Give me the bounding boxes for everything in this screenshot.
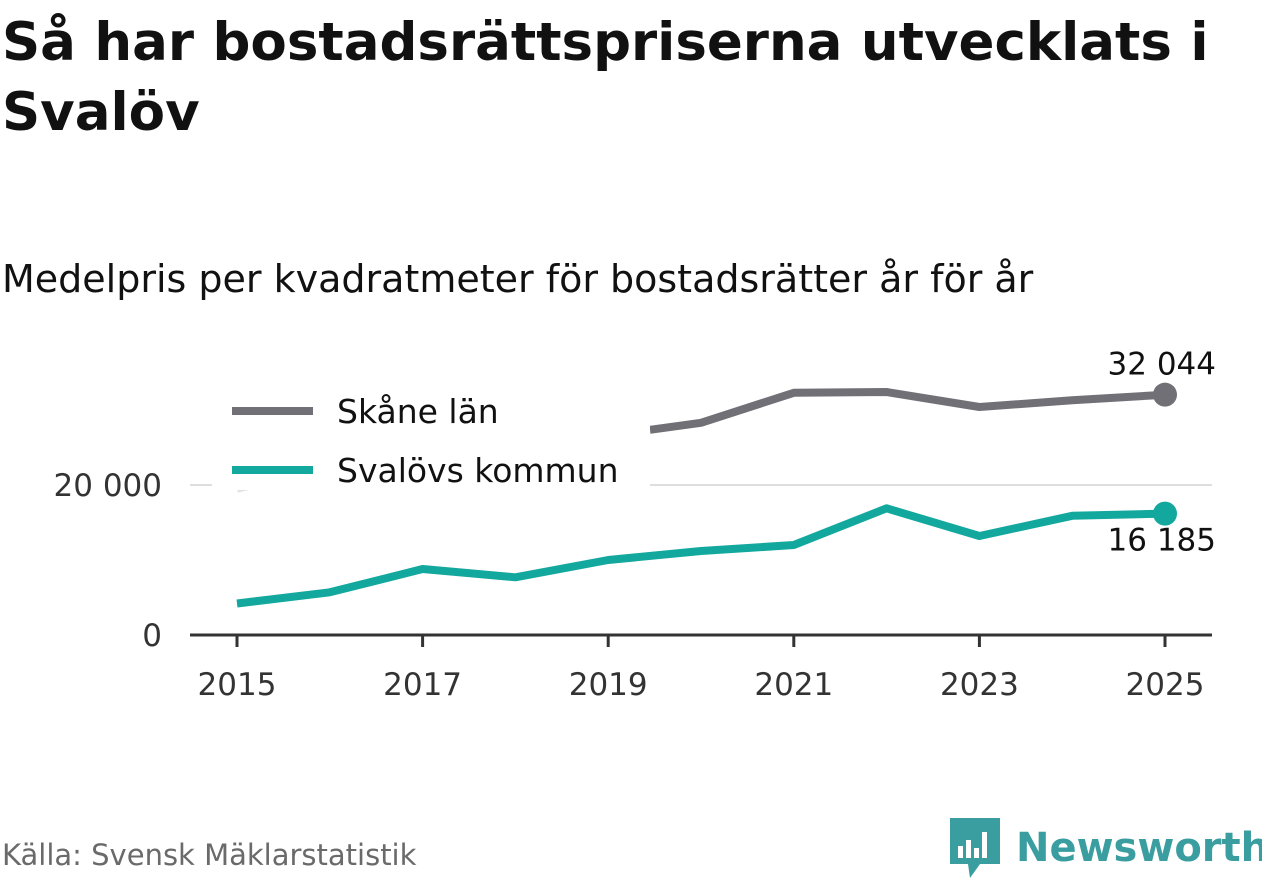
x-tick-label: 2021 [754,667,833,703]
y-tick-label: 20 000 [54,468,162,504]
x-tick-label: 2017 [383,667,462,703]
brand-logo: Newsworthy [950,818,1262,878]
legend-label-svalov: Svalövs kommun [337,451,619,490]
end-label-skane: 32 044 [1108,347,1216,383]
series-line-skane [649,388,1166,434]
y-tick-label: 0 [142,618,162,654]
series-line-svalov [236,504,1166,608]
x-tick-label: 2015 [198,667,277,703]
end-point-svalov [1153,501,1177,526]
x-tick-label: 2025 [1126,667,1205,703]
legend-label-skane: Skåne län [337,392,499,431]
chart-subtitle: Medelpris per kvadratmeter för bostadsrä… [2,257,1034,301]
x-tick-label: 2023 [940,667,1019,703]
brand-name: Newsworthy [1016,825,1262,871]
axes: 0 20 000 2015 2017 2019 2021 2023 2025 [54,468,1212,703]
x-tick-label: 2019 [569,667,648,703]
end-point-skane [1153,382,1177,407]
chart-title: Så har bostadsrättspriserna utvecklats i… [2,12,1209,143]
newsworthy-logo-icon [950,818,1000,878]
data-labels: 32 044 16 185 [1108,347,1216,559]
end-label-svalov: 16 185 [1108,523,1216,559]
source-note: Källa: Svensk Mäklarstatistik [2,838,417,872]
legend: Skåne län Svalövs kommun [232,392,619,490]
